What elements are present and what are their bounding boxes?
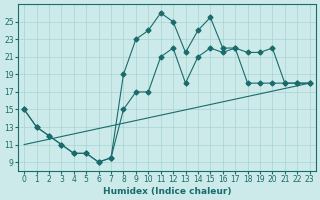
X-axis label: Humidex (Indice chaleur): Humidex (Indice chaleur) <box>103 187 231 196</box>
